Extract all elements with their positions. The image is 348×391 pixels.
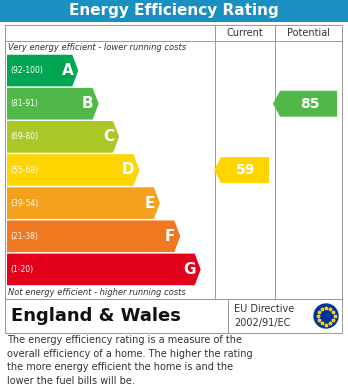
Polygon shape: [7, 121, 119, 152]
Text: Very energy efficient - lower running costs: Very energy efficient - lower running co…: [8, 43, 186, 52]
Text: G: G: [183, 262, 196, 277]
Text: Energy Efficiency Rating: Energy Efficiency Rating: [69, 4, 279, 18]
Text: The energy efficiency rating is a measure of the
overall efficiency of a home. T: The energy efficiency rating is a measur…: [7, 335, 253, 386]
Text: Potential: Potential: [287, 28, 330, 38]
Polygon shape: [7, 154, 140, 186]
Text: (81-91): (81-91): [10, 99, 38, 108]
Circle shape: [314, 304, 338, 328]
Polygon shape: [214, 157, 269, 183]
Text: 85: 85: [300, 97, 319, 111]
Text: A: A: [62, 63, 73, 78]
Text: E: E: [144, 196, 155, 211]
Text: (21-38): (21-38): [10, 232, 38, 241]
Text: B: B: [82, 96, 94, 111]
Text: 59: 59: [236, 163, 256, 177]
Bar: [5, 299, 342, 333]
Bar: [5, 25, 342, 299]
Text: (1-20): (1-20): [10, 265, 33, 274]
Polygon shape: [7, 187, 160, 219]
Text: Not energy efficient - higher running costs: Not energy efficient - higher running co…: [8, 288, 186, 297]
Polygon shape: [7, 221, 180, 252]
Text: EU Directive
2002/91/EC: EU Directive 2002/91/EC: [234, 305, 294, 328]
Text: (92-100): (92-100): [10, 66, 43, 75]
Polygon shape: [273, 91, 337, 117]
Text: D: D: [122, 163, 134, 178]
Text: England & Wales: England & Wales: [11, 307, 181, 325]
Text: (69-80): (69-80): [10, 133, 38, 142]
Text: C: C: [103, 129, 114, 144]
Text: F: F: [165, 229, 175, 244]
Text: Current: Current: [227, 28, 263, 38]
Text: (39-54): (39-54): [10, 199, 38, 208]
Polygon shape: [7, 254, 201, 285]
Polygon shape: [7, 88, 99, 120]
Text: (55-68): (55-68): [10, 165, 38, 174]
Bar: [0, 0, 348, 22]
Polygon shape: [7, 55, 78, 86]
